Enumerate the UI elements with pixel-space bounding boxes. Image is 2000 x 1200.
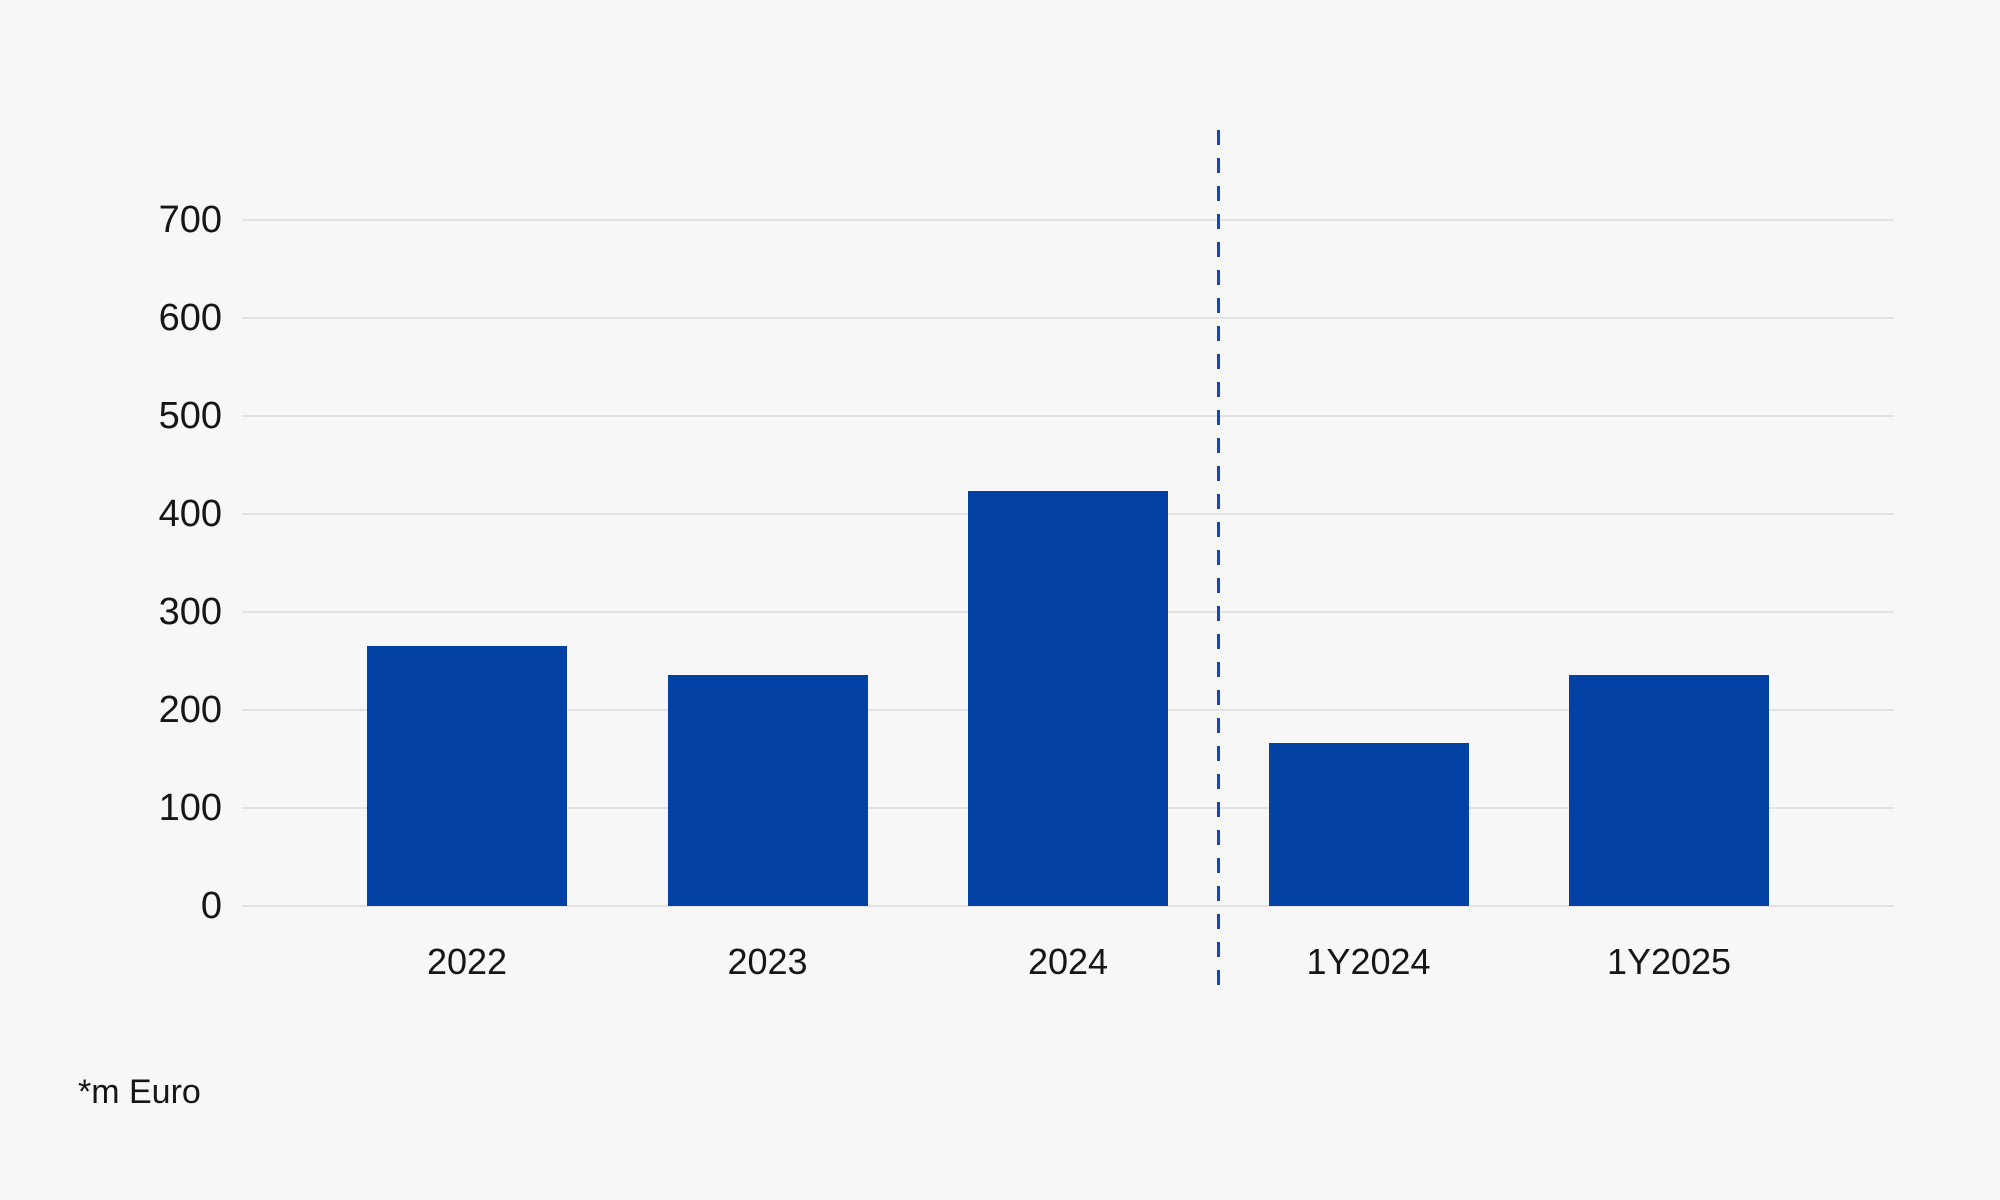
gridline — [242, 415, 1894, 417]
y-tick-label: 200 — [158, 689, 222, 731]
bar-2023 — [667, 674, 868, 906]
forecast-divider-dashed-line — [1217, 130, 1221, 997]
y-tick-label: 300 — [158, 591, 222, 633]
y-tick-label: 600 — [158, 297, 222, 339]
unit-footnote: *m Euro — [78, 1073, 201, 1111]
y-tick-label: 500 — [158, 395, 222, 437]
y-tick-label: 0 — [200, 885, 222, 927]
x-category-label: 1Y2024 — [1306, 941, 1431, 982]
y-tick-label: 400 — [158, 493, 222, 535]
gridline — [242, 219, 1894, 221]
bar-1Y2025 — [1569, 674, 1769, 906]
bar-2024 — [968, 491, 1168, 906]
x-category-label: 2024 — [1027, 941, 1109, 982]
y-tick-label: 100 — [158, 787, 222, 829]
gridline — [242, 905, 1894, 907]
bar-1Y2024 — [1268, 743, 1469, 906]
x-category-label: 2023 — [727, 941, 808, 982]
gridline — [242, 317, 1894, 319]
y-tick-label: 700 — [158, 199, 222, 241]
x-category-label: 1Y2025 — [1606, 941, 1732, 982]
x-category-label: 2022 — [426, 941, 508, 982]
bar-2022 — [367, 646, 567, 906]
